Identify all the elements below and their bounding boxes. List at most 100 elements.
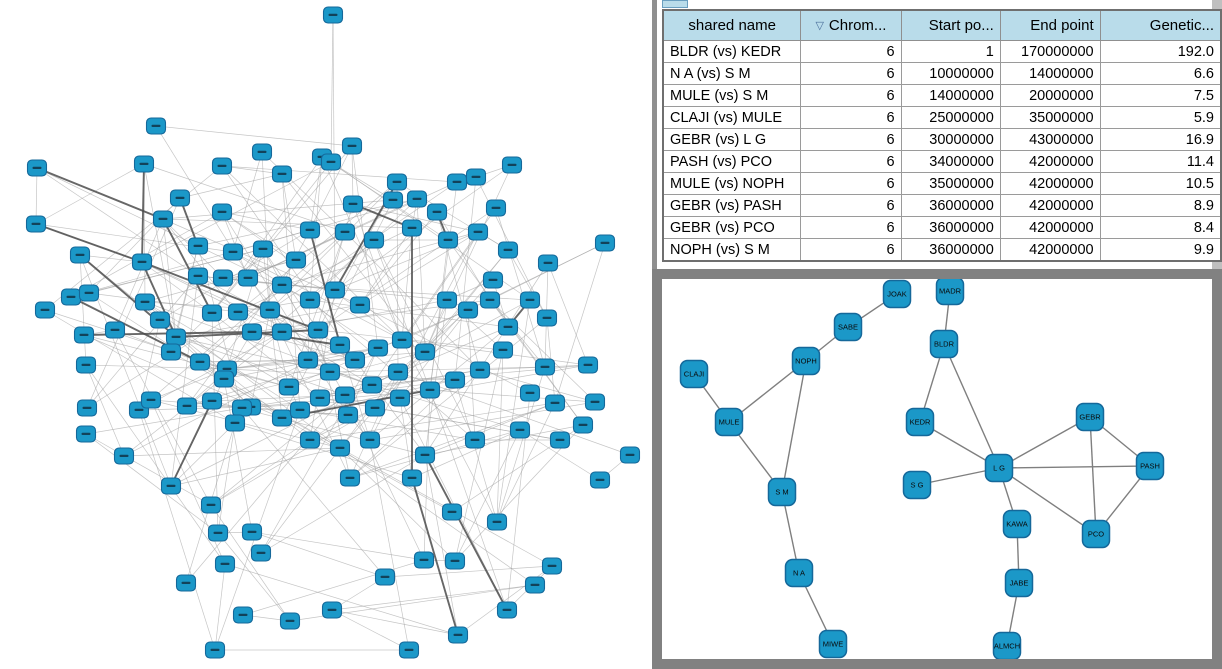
network-node[interactable] <box>496 601 518 619</box>
network-node[interactable] <box>160 477 182 495</box>
network-node[interactable] <box>34 301 56 319</box>
network-node[interactable] <box>594 234 616 252</box>
network-node[interactable] <box>344 351 366 369</box>
subnetwork-node-LG[interactable]: L G <box>984 453 1014 483</box>
network-node[interactable] <box>509 421 531 439</box>
network-node[interactable] <box>201 304 223 322</box>
network-node[interactable] <box>73 326 95 344</box>
network-node[interactable] <box>189 353 211 371</box>
network-node[interactable] <box>279 612 301 630</box>
network-node[interactable] <box>436 291 458 309</box>
network-node[interactable] <box>469 361 491 379</box>
network-node[interactable] <box>363 231 385 249</box>
network-node[interactable] <box>60 288 82 306</box>
network-node[interactable] <box>367 339 389 357</box>
network-node[interactable] <box>320 153 342 171</box>
network-node[interactable] <box>271 165 293 183</box>
network-node[interactable] <box>398 641 420 659</box>
network-node[interactable] <box>131 253 153 271</box>
network-node[interactable] <box>319 363 341 381</box>
network-node[interactable] <box>382 191 404 209</box>
subnetwork-node-NOPH[interactable]: NOPH <box>791 346 821 376</box>
network-node[interactable] <box>386 173 408 191</box>
network-node[interactable] <box>187 267 209 285</box>
network-node[interactable] <box>133 155 155 173</box>
network-node[interactable] <box>492 341 514 359</box>
subnetwork-node-KEDR[interactable]: KEDR <box>905 407 935 437</box>
network-overview-panel[interactable] <box>0 0 652 669</box>
network-node[interactable] <box>299 291 321 309</box>
network-node[interactable] <box>200 496 222 514</box>
network-node[interactable] <box>271 323 293 341</box>
network-node[interactable] <box>201 392 223 410</box>
subnetwork-edge-BLDR-LG[interactable] <box>943 343 1000 469</box>
table-row[interactable]: MULE (vs) S M 6 14000000 20000000 7.5 <box>662 84 1222 107</box>
subnetwork-view[interactable]: JOAK MADR SABE BLDR NOPH CLAJI KEDR GEBR MULE L G… <box>662 279 1212 659</box>
network-node[interactable] <box>145 117 167 135</box>
subnetwork-edge-GEBR-LG[interactable] <box>998 416 1091 469</box>
network-node[interactable] <box>342 195 364 213</box>
subnetwork-edge-LG-PCO[interactable] <box>998 467 1097 535</box>
network-node[interactable] <box>232 606 254 624</box>
subnetwork-node-BLDR[interactable]: BLDR <box>929 329 959 359</box>
table-row[interactable]: GEBR (vs) PASH 6 36000000 42000000 8.9 <box>662 194 1222 217</box>
network-node[interactable] <box>572 416 594 434</box>
network-node[interactable] <box>329 336 351 354</box>
network-node[interactable] <box>339 469 361 487</box>
subnetwork-node-MADR[interactable]: MADR <box>935 279 965 306</box>
network-node[interactable] <box>299 431 321 449</box>
column-header-chrom[interactable]: ▽ Chrom... <box>800 9 902 41</box>
subnetwork-node-KAWA[interactable]: KAWA <box>1002 509 1032 539</box>
network-node[interactable] <box>401 219 423 237</box>
subnetwork-node-NA[interactable]: N A <box>784 558 814 588</box>
table-row[interactable]: MULE (vs) NOPH 6 35000000 42000000 10.5 <box>662 172 1222 195</box>
network-node[interactable] <box>444 552 466 570</box>
network-node[interactable] <box>444 371 466 389</box>
network-node[interactable] <box>271 409 293 427</box>
subnetwork-node-ALMCH[interactable]: ALMCH <box>992 631 1022 660</box>
network-node[interactable] <box>113 447 135 465</box>
subnetwork-edge-NOPH-SM[interactable] <box>781 360 807 493</box>
network-node[interactable] <box>309 389 331 407</box>
network-node[interactable] <box>213 370 235 388</box>
subnetwork-canvas[interactable]: JOAK MADR SABE BLDR NOPH CLAJI KEDR GEBR MULE L G… <box>662 279 1212 659</box>
network-node[interactable] <box>482 271 504 289</box>
network-node[interactable] <box>169 189 191 207</box>
table-tab[interactable] <box>662 0 688 8</box>
network-node[interactable] <box>160 343 182 361</box>
subnetwork-node-CLAJI[interactable]: CLAJI <box>679 359 709 389</box>
network-node[interactable] <box>321 601 343 619</box>
network-node[interactable] <box>259 301 281 319</box>
network-node[interactable] <box>457 301 479 319</box>
network-node[interactable] <box>187 237 209 255</box>
column-header-sharedname[interactable]: shared name <box>662 9 802 41</box>
network-node[interactable] <box>26 159 48 177</box>
network-node[interactable] <box>289 401 311 419</box>
network-node[interactable] <box>324 281 346 299</box>
network-node[interactable] <box>334 223 356 241</box>
network-node[interactable] <box>584 393 606 411</box>
network-node[interactable] <box>447 626 469 644</box>
network-node[interactable] <box>299 221 321 239</box>
network-node[interactable] <box>271 276 293 294</box>
subnetwork-edge-LG-PASH[interactable] <box>998 465 1151 469</box>
network-node[interactable] <box>619 446 641 464</box>
network-node[interactable] <box>374 568 396 586</box>
network-node[interactable] <box>465 168 487 186</box>
network-node[interactable] <box>214 555 236 573</box>
network-node[interactable] <box>549 431 571 449</box>
network-node[interactable] <box>419 381 441 399</box>
network-node[interactable] <box>75 356 97 374</box>
network-node[interactable] <box>537 254 559 272</box>
network-node[interactable] <box>175 574 197 592</box>
network-node[interactable] <box>140 391 162 409</box>
network-node[interactable] <box>337 406 359 424</box>
network-node[interactable] <box>519 291 541 309</box>
network-node[interactable] <box>359 431 381 449</box>
network-node[interactable] <box>297 351 319 369</box>
network-node[interactable] <box>446 173 468 191</box>
network-node[interactable] <box>577 356 599 374</box>
column-header-startpo[interactable]: Start po... <box>900 9 1001 41</box>
network-node[interactable] <box>441 503 463 521</box>
network-node[interactable] <box>207 524 229 542</box>
